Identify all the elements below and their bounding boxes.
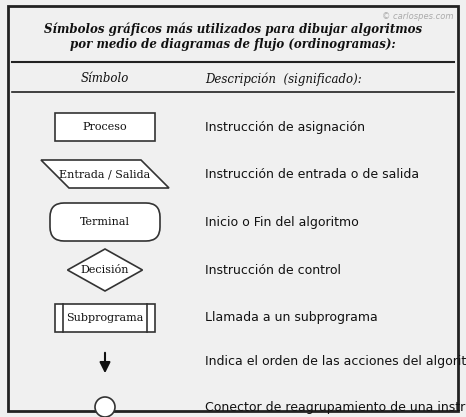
FancyBboxPatch shape xyxy=(50,203,160,241)
Text: Inicio o Fin del algoritmo: Inicio o Fin del algoritmo xyxy=(205,216,359,229)
Bar xyxy=(55,113,155,141)
Text: Indica el orden de las acciones del algoritmo: Indica el orden de las acciones del algo… xyxy=(205,356,466,369)
Text: Proceso: Proceso xyxy=(82,122,127,132)
Bar xyxy=(55,304,155,332)
Text: Instrucción de entrada o de salida: Instrucción de entrada o de salida xyxy=(205,168,419,181)
Text: Decisión: Decisión xyxy=(81,265,129,275)
Text: por medio de diagramas de flujo (ordinogramas):: por medio de diagramas de flujo (ordinog… xyxy=(70,38,396,51)
Text: Conector de reagrupamiento de una instrucción de control: Conector de reagrupamiento de una instru… xyxy=(205,400,466,414)
Text: © carlospes.com: © carlospes.com xyxy=(383,12,454,21)
Polygon shape xyxy=(68,249,143,291)
Text: Subprograma: Subprograma xyxy=(66,313,144,323)
Text: Símbolos gráficos más utilizados para dibujar algoritmos: Símbolos gráficos más utilizados para di… xyxy=(44,22,422,35)
Text: Descripción  (significado):: Descripción (significado): xyxy=(205,72,362,85)
Text: Entrada / Salida: Entrada / Salida xyxy=(59,169,151,179)
Text: Terminal: Terminal xyxy=(80,217,130,227)
Circle shape xyxy=(95,397,115,417)
Text: Instrucción de control: Instrucción de control xyxy=(205,264,341,276)
Polygon shape xyxy=(41,160,169,188)
Text: Llamada a un subprograma: Llamada a un subprograma xyxy=(205,311,378,324)
Text: Símbolo: Símbolo xyxy=(81,72,129,85)
Text: Instrucción de asignación: Instrucción de asignación xyxy=(205,121,365,133)
